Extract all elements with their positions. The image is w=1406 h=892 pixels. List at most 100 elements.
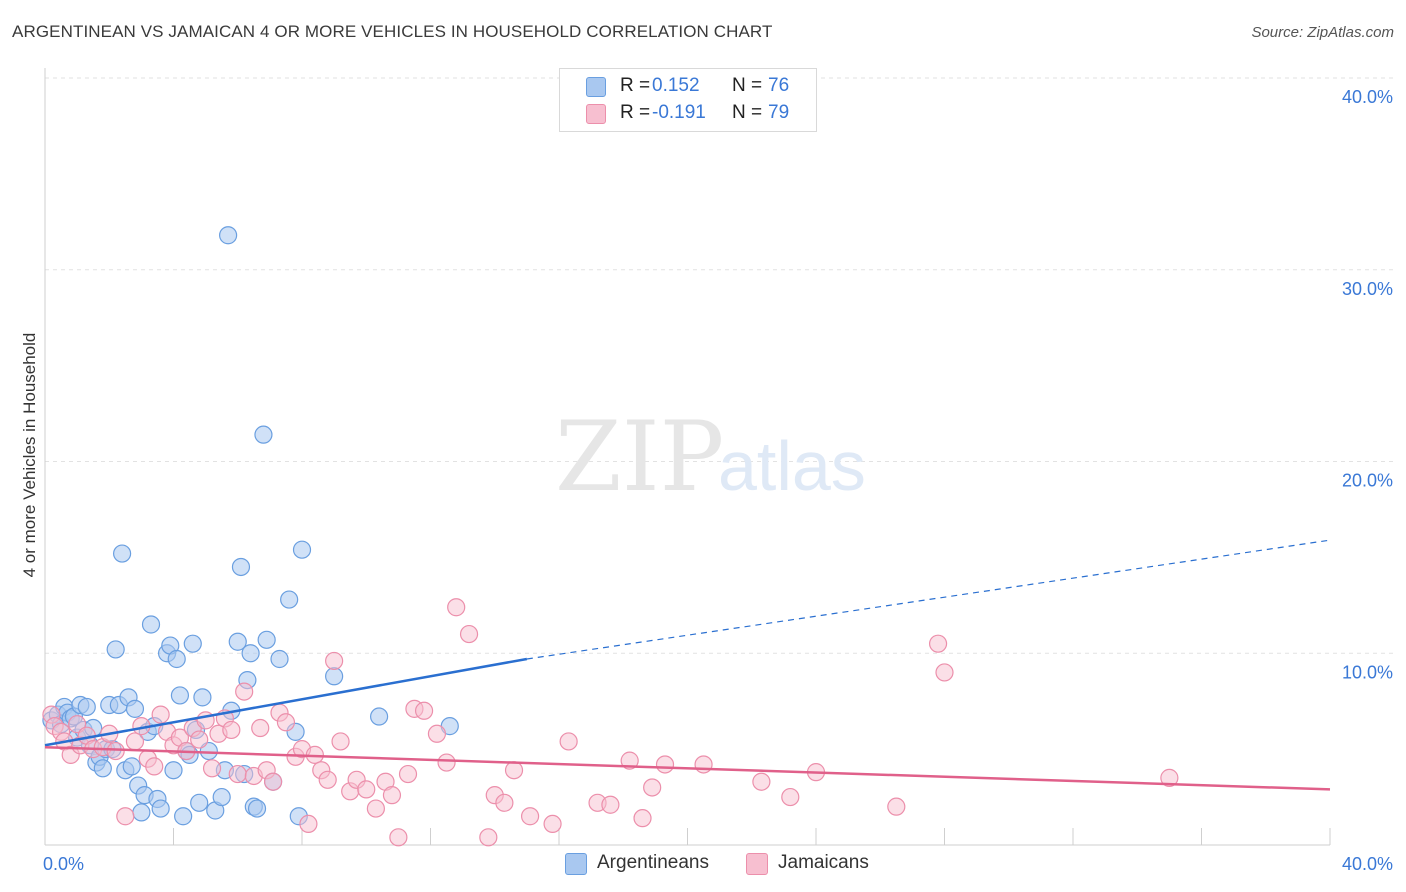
y-tick-label: 20.0% [1342, 471, 1393, 491]
data-point-jamaican [299, 814, 318, 834]
data-point-jamaican [459, 624, 479, 644]
data-point-jamaican [389, 828, 408, 847]
data-point-jamaican [382, 786, 402, 805]
data-point-argentinean [254, 425, 273, 444]
chart-title: ARGENTINEAN VS JAMAICAN 4 OR MORE VEHICL… [12, 22, 773, 41]
data-point-jamaican [125, 732, 145, 751]
data-point-jamaican [694, 755, 713, 774]
data-point-argentinean [164, 761, 183, 780]
data-point-jamaican [145, 757, 164, 776]
watermark-atlas: atlas [718, 427, 866, 505]
data-point-jamaican [655, 755, 675, 774]
data-point-argentinean [270, 649, 289, 669]
data-point-jamaican [263, 772, 283, 791]
watermark: ZIP atlas [555, 401, 866, 513]
data-point-argentinean [247, 799, 267, 818]
data-point-jamaican [366, 799, 385, 818]
trend-line-jamaicans [44, 745, 1331, 791]
data-point-jamaican [116, 807, 135, 826]
data-point-argentinean [151, 799, 170, 818]
data-point-argentinean [212, 787, 231, 807]
data-point-jamaican [559, 732, 578, 751]
trend-lines [44, 539, 1331, 791]
data-point-argentinean [241, 644, 260, 663]
y-axis-label: 4 or more Vehicles in Household [20, 332, 39, 578]
source-label: Source: ZipAtlas.com [1251, 24, 1394, 41]
data-point-jamaican [643, 778, 662, 797]
data-point-jamaican [357, 780, 376, 799]
data-point-argentinean [325, 667, 344, 686]
data-point-jamaican [479, 828, 498, 847]
data-point-argentinean [190, 793, 209, 812]
data-point-jamaican [398, 764, 418, 784]
data-point-jamaican [414, 701, 434, 720]
data-point-jamaican [331, 732, 350, 751]
data-point-jamaican [228, 764, 247, 784]
data-point-jamaican [543, 814, 562, 834]
data-point-argentinean [93, 759, 112, 778]
data-point-jamaican [151, 705, 170, 724]
data-point-jamaican [276, 713, 296, 732]
data-point-jamaican [235, 682, 254, 701]
data-point-jamaican [601, 795, 620, 814]
data-point-jamaican [325, 651, 344, 671]
data-point-argentinean [219, 226, 238, 245]
y-tick-label: 30.0% [1342, 279, 1393, 299]
data-point-jamaican [251, 718, 270, 738]
data-point-jamaican [620, 751, 639, 770]
trend-line-argentineans-extrapolated [526, 539, 1331, 660]
data-point-jamaican [495, 793, 514, 812]
data-point-jamaican [447, 598, 466, 617]
trend-line-argentineans [44, 657, 528, 747]
y-tick-label: 40.0% [1342, 87, 1393, 107]
legend-stats: R = 0.152 N = 76 R = -0.191 N = 79 [559, 68, 817, 132]
data-point-jamaican [633, 809, 652, 828]
data-point-argentinean [183, 634, 202, 653]
data-point-argentinean [370, 707, 389, 726]
data-point-argentinean [77, 697, 96, 717]
watermark-zip: ZIP [555, 401, 724, 513]
y-tick-label: 10.0% [1342, 662, 1393, 682]
data-point-jamaican [106, 741, 125, 761]
data-point-argentinean [257, 630, 276, 649]
legend-label-jamaicans: Jamaicans [778, 852, 869, 873]
data-point-argentinean [106, 640, 125, 659]
legend-swatch-pink [586, 104, 606, 124]
legend-n-value: 79 [768, 102, 790, 123]
data-point-jamaican [504, 761, 524, 780]
data-point-jamaican [202, 759, 222, 778]
data-point-jamaican [190, 730, 209, 749]
data-point-argentinean [228, 632, 247, 651]
data-point-jamaican [887, 797, 906, 816]
legend-n-label: N = [732, 75, 763, 96]
data-point-argentinean [231, 557, 251, 577]
data-point-jamaican [520, 807, 540, 826]
legend-swatch-blue [586, 77, 606, 97]
data-point-argentinean [292, 540, 312, 559]
data-point-argentinean [122, 757, 141, 776]
legend-r-value: -0.191 [652, 102, 706, 123]
data-point-jamaican [935, 663, 954, 682]
data-point-argentinean [125, 699, 145, 718]
data-point-jamaican [427, 724, 447, 743]
legend-swatch-pink [746, 853, 768, 875]
legend-n-label: N = [732, 102, 763, 123]
data-point-argentinean [132, 803, 151, 822]
data-point-argentinean [193, 688, 212, 707]
data-point-argentinean [167, 649, 186, 669]
x-tick-label-max: 40.0% [1342, 854, 1393, 874]
legend-label-argentineans: Argentineans [597, 852, 709, 873]
data-point-jamaican [752, 772, 771, 791]
tick-labels: 10.0% 20.0% 30.0% 40.0% 0.0% 40.0% [43, 87, 1393, 874]
data-point-jamaican [222, 720, 241, 740]
data-point-argentinean [280, 590, 299, 609]
legend-swatch-blue [565, 853, 587, 875]
legend-r-label: R = [620, 75, 651, 96]
data-point-argentinean [174, 807, 193, 826]
data-point-jamaican [437, 753, 456, 772]
data-point-jamaican [1160, 768, 1179, 787]
legend-r-label: R = [620, 102, 651, 123]
legend-r-value: 0.152 [652, 75, 700, 96]
legend-n-value: 76 [768, 75, 790, 96]
